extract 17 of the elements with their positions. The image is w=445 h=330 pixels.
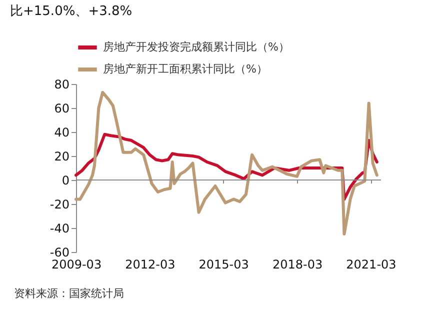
x-tick-label: 2015-03 bbox=[198, 258, 249, 272]
y-tick-label: 80 bbox=[54, 78, 70, 92]
y-tick-label: 20 bbox=[54, 150, 70, 164]
legend-label: 房地产新开工面积累计同比（%） bbox=[103, 62, 268, 76]
chart-title: 比+15.0%、+3.8% bbox=[10, 4, 132, 19]
y-tick-label: 60 bbox=[54, 102, 70, 116]
y-tick-label: 0 bbox=[62, 174, 70, 188]
x-tick-label: 2021-03 bbox=[346, 258, 396, 272]
x-tick-label: 2009-03 bbox=[51, 258, 102, 272]
legend-label: 房地产开发投资完成额累计同比（%） bbox=[103, 40, 290, 54]
y-tick-label: -20 bbox=[50, 198, 70, 212]
text: 资料来源：国家统计局 bbox=[14, 287, 124, 300]
x-tick-label: 2018-03 bbox=[272, 258, 323, 272]
y-tick-label: -60 bbox=[50, 246, 70, 260]
y-tick-label: 40 bbox=[54, 126, 70, 140]
y-tick-label: -40 bbox=[50, 222, 70, 236]
x-tick-label: 2012-03 bbox=[125, 258, 176, 272]
